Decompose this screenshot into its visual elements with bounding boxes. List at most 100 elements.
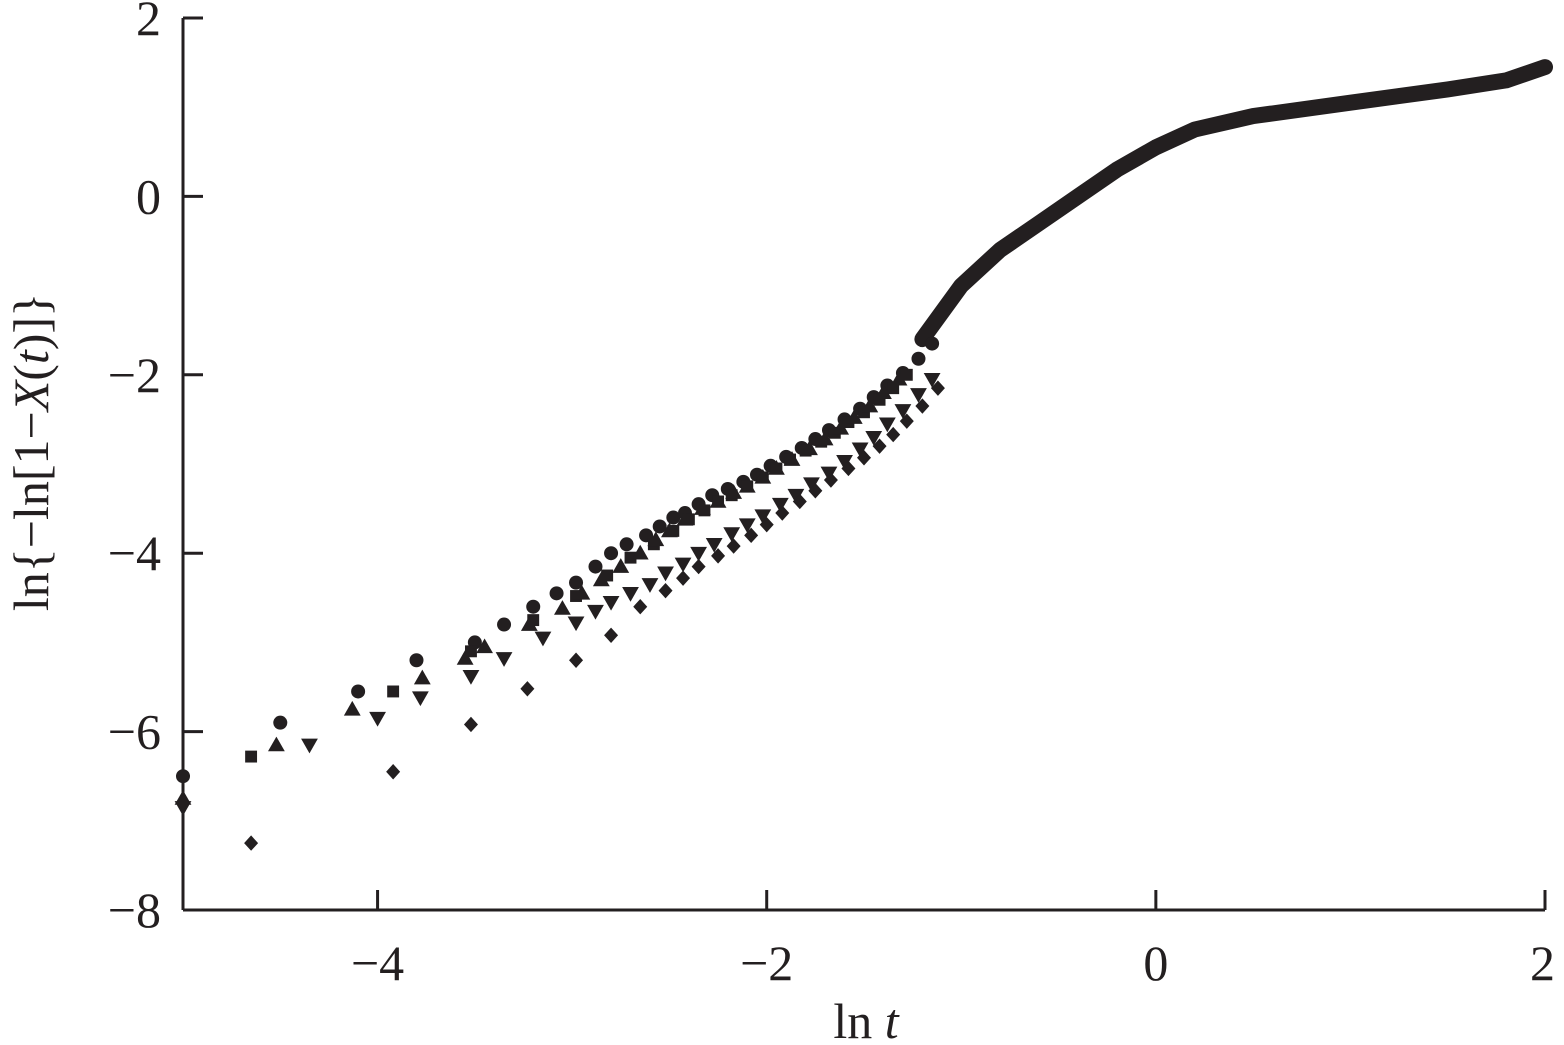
square-marker xyxy=(887,382,900,395)
triangle-up-marker xyxy=(676,510,694,526)
diamond-marker xyxy=(792,493,807,510)
merged-data-band xyxy=(914,59,1553,348)
triangle-up-marker xyxy=(875,384,892,399)
y-tick-label: 2 xyxy=(136,0,161,46)
x-tick-label: −2 xyxy=(740,935,793,991)
triangle-up-marker xyxy=(573,584,591,600)
triangle-up-marker xyxy=(890,370,908,386)
y-tick-label: −8 xyxy=(108,882,161,938)
triangle-down-marker xyxy=(587,604,604,620)
y-axis-title: ln{−ln[1−X(t)]} xyxy=(3,293,59,611)
y-ticks: −8 −6 −4 −2 0 2 xyxy=(108,0,203,938)
diamond-marker xyxy=(604,627,619,643)
triangle-down-marker xyxy=(865,430,883,446)
square-marker xyxy=(601,569,614,582)
y-axis-title-part-a: ln{−ln[1− xyxy=(3,411,59,611)
diamond-marker xyxy=(176,795,190,811)
y-tick-label: −4 xyxy=(108,525,161,581)
triangle-up-marker xyxy=(783,451,801,466)
triangle-down-marker xyxy=(723,527,741,542)
diamond-marker xyxy=(808,483,823,499)
triangle-down-marker xyxy=(495,652,513,667)
square-marker xyxy=(387,685,400,698)
triangle-down-marker xyxy=(820,466,838,482)
triangle-down-marker xyxy=(803,477,820,493)
circle-marker xyxy=(925,336,940,351)
triangle-down-marker xyxy=(301,738,318,754)
circle-marker xyxy=(176,769,190,784)
diamond-marker xyxy=(463,716,478,733)
triangle-down-marker xyxy=(910,388,927,403)
triangle-up-marker xyxy=(647,531,665,547)
triangle-up-marker xyxy=(832,419,850,435)
circle-marker xyxy=(652,519,667,534)
y-tick-label: 0 xyxy=(136,168,161,224)
triangle-up-marker xyxy=(725,484,743,499)
triangle-down-marker xyxy=(657,566,674,582)
axes xyxy=(181,18,1545,912)
circle-marker xyxy=(497,617,512,632)
circle-marker xyxy=(351,684,366,699)
triangle-up-marker xyxy=(738,477,756,493)
triangle-down-marker xyxy=(674,557,692,573)
triangle-up-marker xyxy=(709,493,727,508)
y-axis-title-part-e: )]} xyxy=(3,293,59,350)
triangle-up-marker xyxy=(592,571,610,587)
triangle-down-marker xyxy=(602,595,620,611)
x-axis-title-variable: t xyxy=(885,993,900,1045)
square-marker xyxy=(527,614,540,627)
triangle-down-marker xyxy=(923,372,941,388)
triangle-up-marker xyxy=(816,430,834,446)
diamond-marker xyxy=(744,527,759,544)
triangle-up-marker xyxy=(845,409,863,424)
diamond-marker xyxy=(711,548,726,564)
triangle-down-marker xyxy=(878,417,896,433)
triangle-up-marker xyxy=(554,600,571,615)
circle-marker xyxy=(526,599,541,614)
triangle-up-marker xyxy=(267,736,285,752)
triangle-down-marker xyxy=(851,442,869,458)
circle-marker xyxy=(604,546,619,561)
diamond-marker xyxy=(872,438,887,454)
diamond-marker xyxy=(244,835,259,851)
x-axis-title: ln t xyxy=(833,993,899,1045)
triangle-down-marker xyxy=(622,587,639,602)
diamond-marker xyxy=(633,599,648,615)
triangle-up-marker xyxy=(476,638,493,654)
circle-marker xyxy=(911,351,926,366)
diamond-marker xyxy=(899,413,914,429)
square-marker xyxy=(873,393,886,406)
circle-marker xyxy=(549,586,564,601)
circle-marker xyxy=(619,537,634,552)
y-axis-title-part-b: X xyxy=(3,378,59,413)
triangle-down-marker xyxy=(836,455,853,470)
triangle-down-marker xyxy=(754,509,772,525)
y-axis-title-part-d: t xyxy=(3,349,59,364)
diamond-marker xyxy=(691,558,706,575)
triangle-down-marker xyxy=(462,669,480,685)
triangle-up-marker xyxy=(861,397,879,413)
diamond-marker xyxy=(775,505,790,521)
square-marker xyxy=(900,368,913,381)
y-axis-title-part-c: ( xyxy=(3,364,59,381)
diamond-marker xyxy=(841,460,856,477)
x-tick-label: 0 xyxy=(1143,935,1168,991)
triangle-down-marker xyxy=(690,546,708,562)
circle-marker xyxy=(409,653,424,668)
diamond-marker xyxy=(726,538,741,554)
triangle-up-marker xyxy=(661,522,678,538)
x-axis-title-prefix: ln xyxy=(833,993,884,1045)
diamond-marker xyxy=(886,426,901,443)
square-marker xyxy=(245,750,258,763)
triangle-down-marker xyxy=(705,537,723,553)
diamond-marker xyxy=(915,398,930,414)
triangle-down-marker xyxy=(641,578,659,593)
triangle-down-marker xyxy=(894,404,912,419)
triangle-up-marker xyxy=(612,558,630,573)
triangle-down-marker xyxy=(738,518,756,534)
x-tick-label: 2 xyxy=(1530,935,1555,991)
triangle-up-marker xyxy=(343,700,361,716)
triangle-up-marker xyxy=(520,616,538,631)
diamond-marker xyxy=(857,450,871,466)
